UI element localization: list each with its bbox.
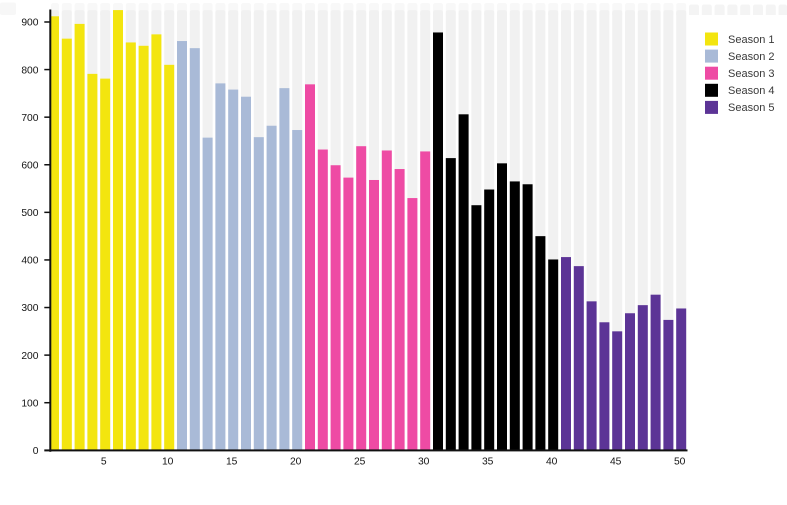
- svg-text:800: 800: [21, 65, 38, 76]
- svg-text:Season 1: Season 1: [728, 34, 774, 46]
- svg-text:45: 45: [610, 457, 622, 468]
- svg-text:Season 5: Season 5: [728, 102, 774, 114]
- svg-text:5: 5: [101, 457, 107, 468]
- svg-text:100: 100: [21, 398, 38, 409]
- svg-text:Season 3: Season 3: [728, 68, 774, 80]
- svg-text:15: 15: [226, 457, 238, 468]
- svg-text:500: 500: [21, 208, 38, 219]
- svg-text:600: 600: [21, 160, 38, 171]
- svg-text:10: 10: [162, 457, 174, 468]
- svg-text:Season 4: Season 4: [728, 85, 774, 97]
- svg-text:200: 200: [21, 351, 38, 362]
- svg-text:900: 900: [21, 18, 38, 29]
- svg-text:50: 50: [674, 457, 686, 468]
- svg-text:25: 25: [354, 457, 366, 468]
- svg-text:40: 40: [546, 457, 558, 468]
- svg-text:400: 400: [21, 256, 38, 267]
- svg-text:0: 0: [33, 446, 39, 457]
- svg-text:30: 30: [418, 457, 430, 468]
- svg-text:Season 2: Season 2: [728, 51, 774, 63]
- svg-text:20: 20: [290, 457, 302, 468]
- svg-text:35: 35: [482, 457, 494, 468]
- svg-text:300: 300: [21, 303, 38, 314]
- svg-text:700: 700: [21, 113, 38, 124]
